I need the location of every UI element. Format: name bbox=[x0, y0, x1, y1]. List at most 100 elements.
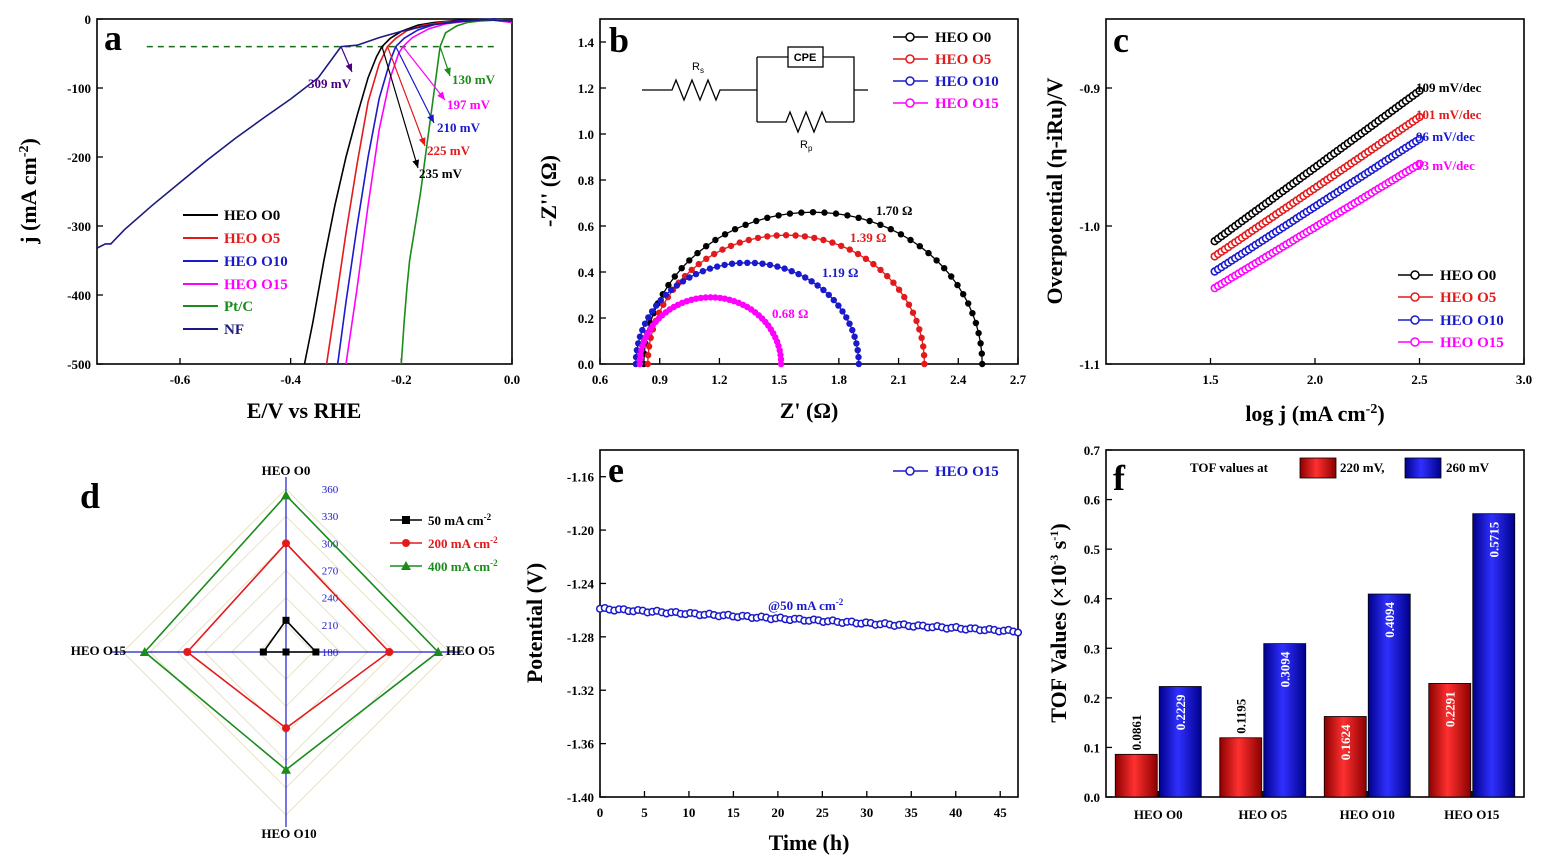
tof-label-1-1: 0.3094 bbox=[1278, 651, 1293, 687]
legend-f-title: TOF values at bbox=[1190, 460, 1269, 475]
y-tick-label-a-3: -300 bbox=[67, 219, 91, 234]
legend-a-label-0: HEO O0 bbox=[224, 208, 280, 224]
nyquist-point-2-10 bbox=[657, 296, 664, 304]
radar-r-tick-4: 300 bbox=[322, 538, 339, 550]
y-tick-label-f-4: 0.4 bbox=[1084, 592, 1101, 607]
nyquist-point-3-22 bbox=[702, 294, 709, 301]
lsv-curve-heo-o10 bbox=[336, 18, 513, 365]
nyquist-point-1-44 bbox=[920, 343, 927, 350]
panel-letter-c: c bbox=[1113, 20, 1129, 60]
y-tick-label-e-5: -1.36 bbox=[567, 737, 595, 752]
nyquist-point-2-6 bbox=[641, 320, 649, 327]
tof-label-0-3: 0.2291 bbox=[1443, 691, 1458, 727]
nyquist-point-0-25 bbox=[832, 210, 840, 217]
nyquist-point-1-29 bbox=[838, 242, 845, 250]
nyquist-point-0-33 bbox=[916, 243, 923, 250]
nyquist-line-0 bbox=[643, 211, 983, 365]
nyquist-point-2-21 bbox=[728, 260, 736, 267]
y-tick-label-b-7: 1.4 bbox=[578, 35, 595, 50]
nyquist-point-1-37 bbox=[895, 286, 903, 293]
nyquist-point-1-30 bbox=[846, 246, 853, 253]
x-tick-label-b-5: 2.1 bbox=[890, 372, 906, 387]
nyquist-point-3-24 bbox=[712, 294, 719, 301]
annotation-210mv: 210 mV bbox=[437, 120, 481, 135]
lsv-curve-pt-c bbox=[400, 18, 513, 365]
x-tick-label-e-9: 45 bbox=[994, 805, 1008, 820]
tof-bar-0-2 bbox=[1323, 716, 1367, 798]
nyquist-point-2-23 bbox=[744, 259, 751, 266]
nyquist-point-1-33 bbox=[870, 260, 877, 268]
legend-c-marker-1 bbox=[1410, 292, 1420, 302]
y-tick-label-a-0: 0 bbox=[85, 12, 92, 27]
legend-d-marker-2 bbox=[401, 561, 411, 570]
radar-axis-label-top: HEO O0 bbox=[262, 463, 311, 478]
x-axis-label-b: Z' (Ω) bbox=[780, 398, 839, 423]
x-axis-label-e: Time (h) bbox=[769, 830, 850, 855]
tof-bar-0-3 bbox=[1428, 683, 1472, 798]
nyquist-point-1-46 bbox=[921, 360, 928, 368]
tafel-label-o0: 109 mV/dec bbox=[1416, 80, 1482, 95]
nyquist-point-0-13 bbox=[703, 243, 710, 250]
onset-arrowhead-2 bbox=[437, 91, 445, 100]
legend-c-label-1: HEO O5 bbox=[1440, 290, 1496, 306]
legend-d-marker-0 bbox=[402, 516, 410, 524]
nyquist-point-0-8 bbox=[665, 281, 672, 289]
nyquist-point-0-26 bbox=[844, 212, 851, 219]
nyquist-point-0-43 bbox=[975, 329, 982, 337]
x-tick-label-c-1: 2.0 bbox=[1307, 372, 1323, 387]
nyquist-point-2-4 bbox=[636, 333, 644, 340]
tafel-label-o15: 93 mV/dec bbox=[1416, 158, 1475, 173]
nyquist-point-0-36 bbox=[941, 265, 948, 272]
x-tick-label-b-2: 1.2 bbox=[711, 372, 727, 387]
nyquist-point-0-40 bbox=[965, 300, 972, 307]
x-tick-label-e-5: 25 bbox=[816, 805, 830, 820]
x-tick-label-c-0: 1.5 bbox=[1202, 372, 1219, 387]
nyquist-point-0-45 bbox=[978, 350, 985, 357]
x-tick-label-e-7: 35 bbox=[905, 805, 919, 820]
radar-marker-2-0 bbox=[281, 490, 291, 500]
nyquist-point-2-18 bbox=[706, 265, 714, 272]
y-tick-label-b-0: 0.0 bbox=[578, 357, 594, 372]
tof-bar-1-1 bbox=[1263, 643, 1307, 798]
y-tick-label-f-3: 0.3 bbox=[1084, 641, 1101, 656]
legend-c-label-2: HEO O10 bbox=[1440, 313, 1504, 329]
nyquist-point-2-24 bbox=[751, 259, 759, 267]
x-tick-label-f-0: HEO O0 bbox=[1134, 807, 1183, 822]
nyquist-point-2-11 bbox=[662, 291, 669, 299]
legend-f-swatch-220 bbox=[1299, 457, 1337, 479]
y-tick-label-e-6: -1.40 bbox=[567, 790, 594, 805]
legend-e-label: HEO O15 bbox=[935, 464, 999, 480]
legend-a-label-2: HEO O10 bbox=[224, 254, 288, 270]
y-tick-label-f-1: 0.1 bbox=[1084, 740, 1100, 755]
x-axis-label-c: log j (mA cm-2) bbox=[1245, 401, 1384, 426]
y-axis-label-b: -Z'' (Ω) bbox=[536, 155, 561, 227]
nyquist-point-1-23 bbox=[782, 232, 790, 239]
tof-label-0-2: 0.1624 bbox=[1338, 724, 1353, 760]
onset-arrow-5 bbox=[381, 46, 419, 169]
nyquist-point-0-28 bbox=[866, 217, 873, 225]
y-tick-label-c-1: -1.0 bbox=[1079, 219, 1100, 234]
nyquist-point-0-32 bbox=[907, 236, 914, 244]
equivalent-circuit: CPE Rs Rp bbox=[642, 46, 868, 153]
nyquist-point-0-37 bbox=[948, 273, 955, 280]
nyquist-point-2-29 bbox=[788, 268, 795, 275]
tafel-point-1-60 bbox=[1415, 112, 1424, 122]
legend-b-marker-1 bbox=[905, 54, 915, 64]
nyquist-point-1-26 bbox=[811, 234, 818, 242]
y-tick-label-b-3: 0.6 bbox=[578, 219, 595, 234]
panel-e: 0 5 10 15 20 25 30 35 40 45 -1.16 -1.20 -1.24 -1.28 -1… bbox=[522, 449, 1023, 855]
nyquist-point-3-21 bbox=[697, 294, 704, 302]
panel-a: -0.6 -0.4 -0.2 0.0 0 -100 -200 -300 -400 -500 a 3… bbox=[16, 12, 520, 423]
tof-label-0-0: 0.0861 bbox=[1129, 715, 1144, 751]
x-tick-label-e-1: 5 bbox=[641, 805, 648, 820]
legend-d-label-1: 200 mA cm-2 bbox=[428, 535, 498, 551]
tafel-label-o10: 96 mV/dec bbox=[1416, 129, 1475, 144]
nyquist-point-1-16 bbox=[719, 246, 726, 253]
nyquist-point-2-42 bbox=[851, 333, 858, 340]
y-tick-label-b-5: 1.0 bbox=[578, 127, 594, 142]
nyquist-point-2-8 bbox=[648, 308, 656, 315]
nyquist-point-0-10 bbox=[678, 265, 685, 272]
nyquist-point-2-14 bbox=[679, 278, 687, 285]
y-axis-label-c: Overpotential (η-iRu)/V bbox=[1042, 77, 1067, 304]
